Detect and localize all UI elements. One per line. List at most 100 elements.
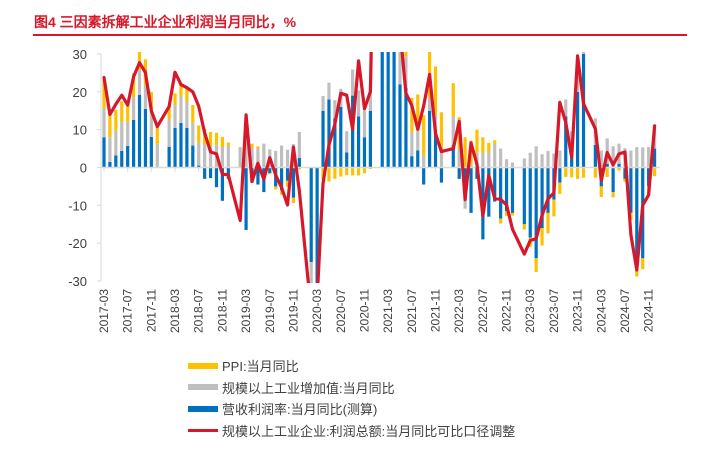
bar-ppi [499, 218, 503, 224]
bar-industrial-output [309, 262, 313, 283]
bar-ppi [356, 167, 361, 176]
legend-swatch-industrial-output [188, 384, 218, 391]
y-tick-label: 20 [73, 85, 87, 100]
x-tick-label: 2021-11 [429, 289, 443, 332]
bar-profit-margin [137, 94, 142, 168]
bar-ppi [641, 258, 645, 270]
bar-ppi [451, 83, 455, 117]
legend: PPI:当月同比 规模以上工业增加值:当月同比 营收利润率:当月同比(测算) 规… [188, 355, 515, 441]
bar-profit-margin [540, 167, 544, 229]
bar-ppi [102, 79, 106, 109]
bar-profit-margin [368, 110, 372, 168]
bar-ppi [404, 52, 408, 57]
bar-profit-margin [617, 163, 621, 168]
bar-profit-margin [268, 167, 272, 174]
bar-ppi [522, 224, 526, 230]
x-tick-label: 2024-07 [618, 289, 632, 333]
bar-ppi [552, 199, 556, 217]
bar-profit-margin [356, 116, 361, 168]
bar-industrial-output [333, 100, 337, 119]
y-axis: 30 20 10 0 -10 -20 -30 [68, 47, 102, 289]
bar-industrial-output [552, 153, 556, 168]
bar-profit-margin [398, 84, 402, 168]
bar-profit-margin [208, 167, 213, 179]
bar-profit-margin [143, 108, 148, 168]
y-tick-label: 0 [80, 161, 87, 176]
bar-industrial-output [439, 151, 444, 168]
bar-ppi [220, 136, 224, 148]
bar-ppi [510, 212, 515, 216]
bar-profit-margin [244, 167, 248, 230]
x-tick-label: 2024-03 [594, 289, 608, 333]
bar-industrial-output [635, 147, 639, 168]
bar-ppi [540, 228, 544, 246]
bar-profit-margin [386, 52, 390, 168]
x-tick-label: 2017-07 [121, 289, 135, 333]
bar-profit-margin [487, 167, 491, 217]
bar-profit-margin [564, 116, 568, 168]
bar-industrial-output [356, 90, 361, 117]
title-underline [33, 34, 687, 36]
x-tick-label: 2018-11 [215, 289, 229, 332]
bar-industrial-output [203, 144, 207, 168]
bar-industrial-output [226, 145, 230, 168]
bar-industrial-output [191, 122, 195, 146]
bar-profit-margin [439, 167, 444, 183]
bar-ppi [226, 142, 230, 146]
bar-industrial-output [132, 97, 136, 120]
bar-industrial-output [285, 149, 290, 168]
bar-profit-margin [422, 167, 426, 185]
bar-ppi [185, 86, 189, 103]
bar-ppi [208, 131, 213, 146]
bar-ppi [475, 129, 479, 153]
bar-industrial-output [392, 0, 395, 9]
bar-profit-margin [611, 167, 615, 193]
bar-industrial-output [167, 119, 171, 147]
bar-industrial-output [534, 146, 538, 168]
bar-profit-margin [173, 127, 177, 168]
bar-ppi [285, 180, 290, 187]
bar-industrial-output [398, 52, 402, 85]
bar-profit-margin [428, 110, 432, 168]
bar-industrial-output [362, 110, 367, 138]
bar-ppi [120, 101, 124, 123]
bar-profit-margin [629, 167, 633, 213]
legend-label: 规模以上工业企业:利润总额:当月同比可比口径调整 [222, 423, 516, 439]
bar-ppi [416, 94, 420, 131]
bar-ppi [155, 125, 159, 145]
legend-label: 规模以上工业增加值:当月同比 [222, 380, 395, 396]
bar-profit-margin [220, 167, 224, 201]
bar-profit-margin [185, 127, 189, 168]
bar-ppi [617, 167, 621, 171]
bar-ppi [114, 109, 118, 131]
bar-profit-margin [404, 88, 408, 168]
bar-ppi [297, 167, 301, 170]
bar-ppi [274, 186, 278, 190]
bar-industrial-output [120, 122, 124, 151]
legend-item-profit-margin: 营收利润率:当月同比(测算) [188, 398, 515, 420]
bar-ppi [487, 142, 491, 152]
bar-ppi [132, 73, 136, 98]
bar-profit-margin [558, 167, 562, 183]
bar-industrial-output [321, 95, 325, 111]
bar-industrial-output [244, 135, 248, 168]
bar-profit-margin [469, 167, 473, 213]
x-tick-label: 2019-07 [263, 289, 277, 333]
bar-ppi [593, 167, 597, 178]
bar-profit-margin [493, 167, 497, 202]
legend-swatch-ppi [188, 362, 218, 369]
bar-profit-margin [285, 167, 290, 181]
bar-profit-margin [327, 99, 331, 168]
bar-profit-margin [126, 145, 130, 168]
bar-industrial-output [208, 145, 213, 168]
bar-industrial-output [581, 52, 586, 54]
bar-industrial-output [469, 164, 473, 168]
bar-industrial-output [647, 147, 651, 168]
bar-industrial-output [493, 143, 497, 168]
bar-profit-margin [528, 167, 532, 238]
legend-swatch-profit-total [188, 428, 218, 432]
bar-profit-margin [345, 152, 349, 168]
bar-ppi [327, 167, 331, 182]
bar-profit-margin [410, 156, 414, 168]
y-tick-label: -10 [68, 198, 87, 213]
